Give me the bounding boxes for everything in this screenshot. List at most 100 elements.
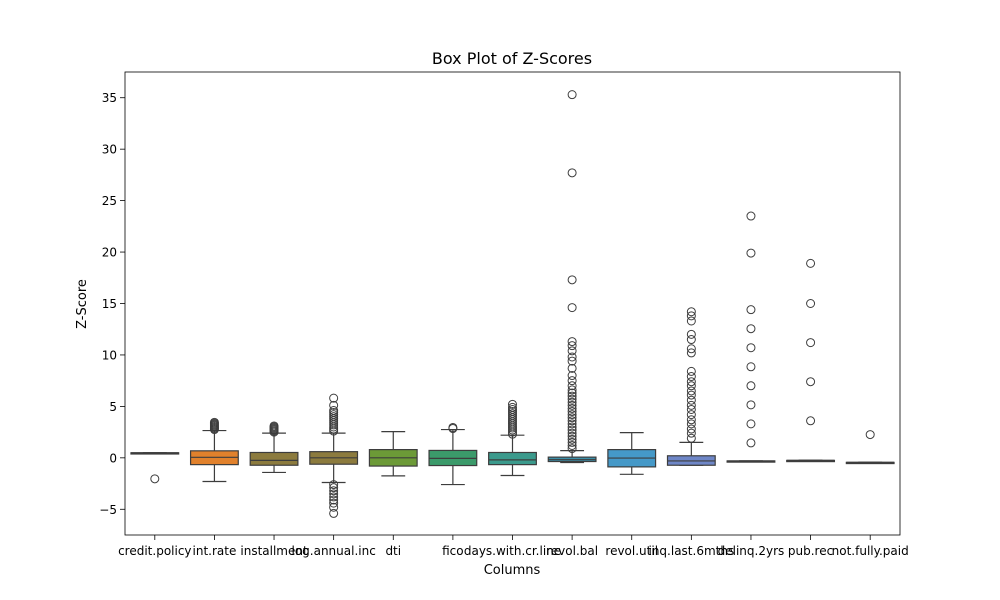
outlier-point bbox=[329, 489, 339, 499]
outlier-point bbox=[209, 417, 219, 427]
outlier-point bbox=[746, 324, 756, 334]
outlier-point bbox=[567, 440, 577, 450]
outlier-point bbox=[806, 338, 816, 348]
outlier-point bbox=[806, 258, 816, 268]
outlier-point bbox=[567, 403, 577, 413]
outlier-point bbox=[150, 474, 160, 484]
y-tick-label: 35 bbox=[102, 91, 117, 105]
outlier-point bbox=[567, 341, 577, 351]
outlier-point bbox=[686, 400, 696, 410]
outlier-point bbox=[686, 419, 696, 429]
outlier-point bbox=[746, 211, 756, 221]
outlier-point bbox=[329, 486, 339, 496]
outlier-point bbox=[567, 356, 577, 366]
outlier-point bbox=[567, 346, 577, 356]
outlier-point bbox=[329, 492, 339, 502]
outlier-point bbox=[329, 483, 339, 493]
outlier-point bbox=[567, 410, 577, 420]
outlier-point bbox=[686, 415, 696, 425]
box bbox=[488, 451, 537, 466]
outlier-point bbox=[686, 335, 696, 345]
outlier-point bbox=[746, 362, 756, 372]
outlier-point bbox=[746, 438, 756, 448]
x-tick-label: revol.util bbox=[605, 544, 658, 558]
chart-title: Box Plot of Z-Scores bbox=[432, 49, 592, 68]
outlier-point bbox=[686, 404, 696, 414]
outlier-point bbox=[329, 508, 339, 518]
outlier-point bbox=[567, 419, 577, 429]
y-tick-label: −5 bbox=[99, 503, 117, 517]
outlier-point bbox=[686, 390, 696, 400]
y-tick-label: 25 bbox=[102, 194, 117, 208]
y-tick-label: 15 bbox=[102, 297, 117, 311]
x-tick-label: int.rate bbox=[193, 544, 237, 558]
x-tick-label: log.annual.inc bbox=[291, 544, 375, 558]
outlier-point bbox=[329, 480, 339, 490]
x-tick-label: dti bbox=[385, 544, 401, 558]
outlier-point bbox=[806, 377, 816, 387]
outlier-point bbox=[567, 303, 577, 313]
outlier-point bbox=[329, 495, 339, 505]
outlier-point bbox=[686, 381, 696, 391]
outlier-point bbox=[686, 366, 696, 376]
outlier-point bbox=[567, 394, 577, 404]
outlier-point bbox=[746, 419, 756, 429]
outlier-point bbox=[329, 400, 339, 410]
outlier-point bbox=[686, 428, 696, 438]
x-tick-label: pub.rec bbox=[788, 544, 833, 558]
outlier-point bbox=[567, 376, 577, 386]
outlier-point bbox=[567, 168, 577, 178]
y-tick-label: 20 bbox=[102, 246, 117, 260]
outlier-point bbox=[329, 406, 339, 416]
outlier-point bbox=[329, 502, 339, 512]
outlier-point bbox=[686, 410, 696, 420]
x-tick-label: installment bbox=[240, 544, 308, 558]
outlier-point bbox=[269, 421, 279, 431]
outlier-point bbox=[567, 407, 577, 417]
outlier-point bbox=[686, 372, 696, 382]
outlier-point bbox=[686, 433, 696, 443]
outlier-point bbox=[448, 422, 458, 432]
outlier-point bbox=[567, 431, 577, 441]
outlier-point bbox=[806, 416, 816, 426]
outlier-point bbox=[329, 498, 339, 508]
outlier-point bbox=[746, 305, 756, 315]
outlier-point bbox=[567, 352, 577, 362]
outlier-point bbox=[686, 344, 696, 354]
outlier-point bbox=[686, 316, 696, 326]
x-tick-label: not.fully.paid bbox=[832, 544, 909, 558]
box bbox=[249, 451, 299, 466]
outlier-point bbox=[567, 416, 577, 426]
outlier-point bbox=[746, 381, 756, 391]
outlier-point bbox=[686, 311, 696, 321]
outlier-point bbox=[567, 371, 577, 381]
x-tick-label: revol.bal bbox=[546, 544, 598, 558]
y-tick-label: 0 bbox=[109, 451, 117, 465]
outlier-point bbox=[746, 343, 756, 353]
x-tick-label: fico bbox=[442, 544, 464, 558]
y-tick-label: 10 bbox=[102, 348, 117, 362]
outlier-point bbox=[686, 424, 696, 434]
outlier-point bbox=[686, 377, 696, 387]
outlier-point bbox=[686, 307, 696, 317]
outlier-point bbox=[567, 413, 577, 423]
outlier-point bbox=[508, 399, 517, 409]
outlier-point bbox=[329, 393, 339, 403]
outlier-point bbox=[746, 248, 756, 258]
outlier-point bbox=[567, 363, 577, 373]
outlier-point bbox=[567, 437, 577, 447]
outlier-point bbox=[746, 400, 756, 410]
outlier-point bbox=[686, 329, 696, 339]
x-tick-label: inq.last.6mths bbox=[648, 544, 734, 558]
x-tick-label: credit.policy bbox=[118, 544, 191, 558]
outlier-point bbox=[567, 425, 577, 435]
outlier-point bbox=[567, 397, 577, 407]
y-axis-label: Z-Score bbox=[75, 279, 90, 329]
outlier-point bbox=[567, 400, 577, 410]
outlier-point bbox=[567, 422, 577, 432]
outlier-point bbox=[567, 337, 577, 347]
outlier-point bbox=[567, 388, 577, 398]
outlier-point bbox=[865, 430, 875, 440]
outlier-point bbox=[567, 381, 577, 391]
